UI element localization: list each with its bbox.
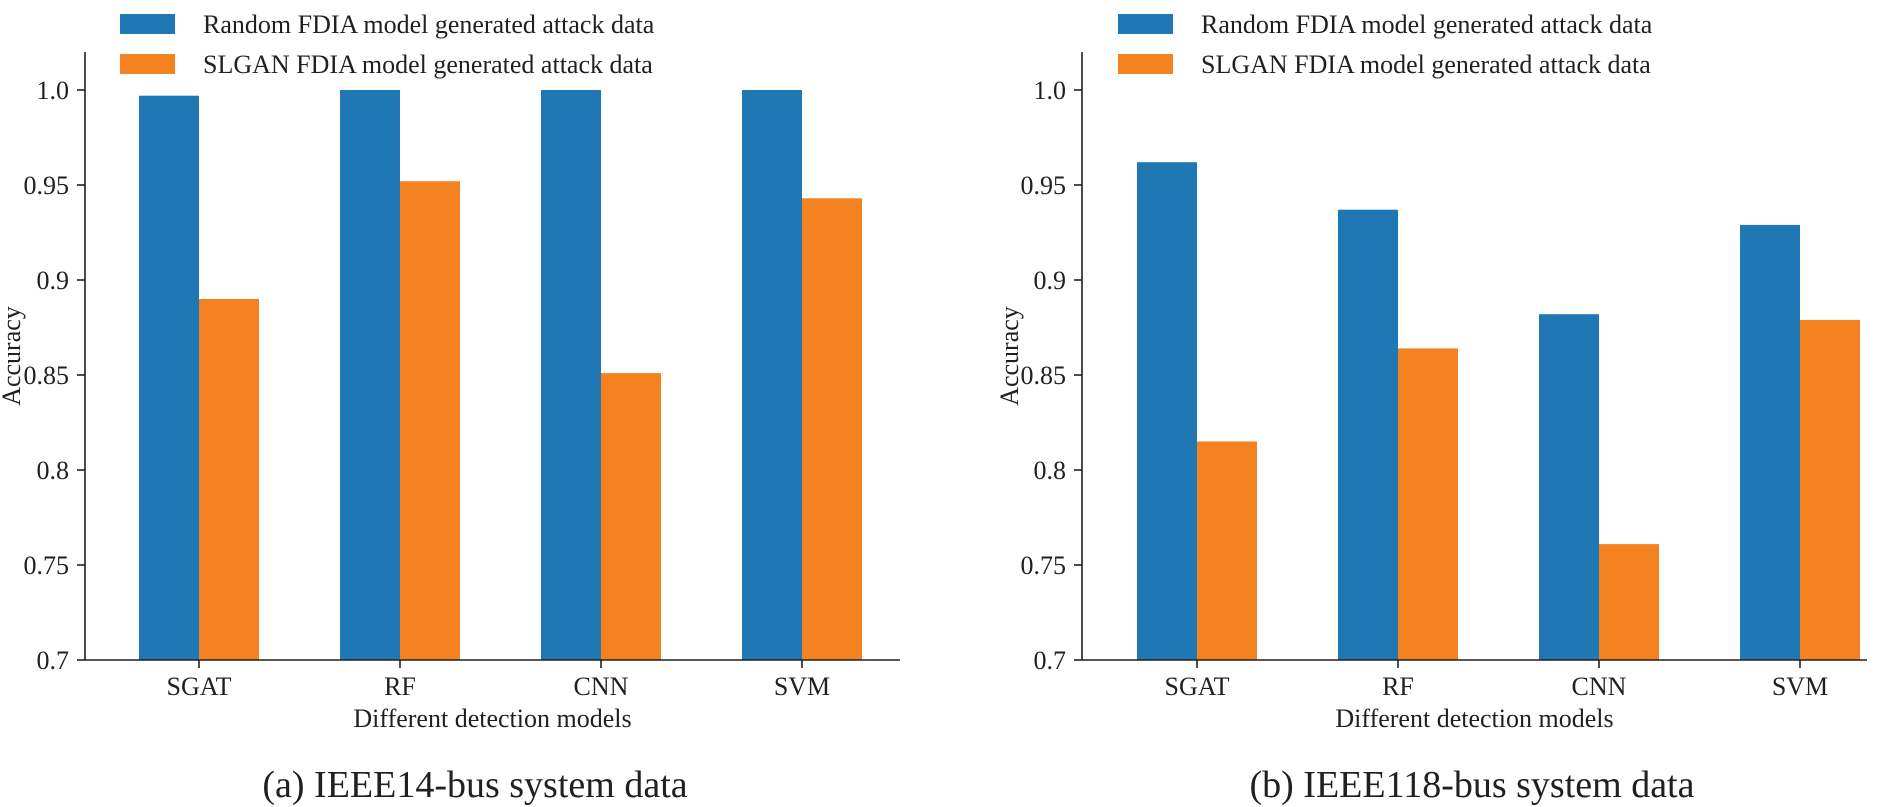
y-tick-label: 0.9: [1034, 266, 1067, 295]
bar-random-rf: [340, 90, 400, 660]
bar-random-cnn: [541, 90, 601, 660]
bar-random-cnn: [1539, 314, 1599, 660]
legend-swatch-random: [120, 14, 175, 34]
y-tick-label: 1.0: [37, 76, 70, 105]
x-tick-label: SGAT: [166, 672, 231, 701]
y-tick-label: 0.95: [24, 171, 70, 200]
y-tick-label: 0.75: [24, 551, 70, 580]
y-tick-label: 0.7: [37, 646, 70, 675]
bar-slgan-cnn: [1599, 544, 1659, 660]
bar-slgan-sgat: [1197, 441, 1257, 660]
y-tick-label: 0.8: [37, 456, 70, 485]
chart-panel-1: 0.7 0.75 0.8 0.85 0.9 0.95 1.0 SGAT RF CNN SVM Diff…: [0, 10, 900, 806]
bar-slgan-cnn: [601, 373, 661, 660]
y-tick-label: 0.9: [37, 266, 70, 295]
x-tick-label: SGAT: [1164, 672, 1229, 701]
bar-slgan-sgat: [199, 299, 259, 660]
legend-label-random: Random FDIA model generated attack data: [203, 10, 655, 39]
bar-slgan-rf: [400, 181, 460, 660]
y-tick-label: 0.75: [1021, 551, 1067, 580]
bar-slgan-rf: [1398, 348, 1458, 660]
y-tick-label: 0.8: [1034, 456, 1067, 485]
y-axis-label: Accuracy: [0, 306, 26, 406]
x-tick-label: SVM: [1772, 672, 1828, 701]
x-tick-label: RF: [384, 672, 416, 701]
bar-random-sgat: [1137, 162, 1197, 660]
legend-label-random: Random FDIA model generated attack data: [1201, 10, 1653, 39]
x-tick-label: CNN: [574, 672, 629, 701]
x-tick-label: RF: [1382, 672, 1414, 701]
y-tick-label: 1.0: [1034, 76, 1067, 105]
bar-random-svm: [1740, 224, 1800, 660]
y-tick-label: 0.85: [24, 361, 70, 390]
y-axis-label: Accuracy: [995, 306, 1024, 406]
panel-caption: (b) IEEE118-bus system data: [1250, 764, 1695, 806]
x-tick-label: SVM: [774, 672, 830, 701]
x-axis-label: Different detection models: [1335, 704, 1613, 733]
legend-swatch-slgan: [1118, 54, 1173, 74]
legend-swatch-slgan: [120, 54, 175, 74]
x-axis-label: Different detection models: [353, 704, 631, 733]
legend-label-slgan: SLGAN FDIA model generated attack data: [1201, 50, 1651, 79]
bar-slgan-svm: [1800, 319, 1860, 660]
bar-random-svm: [742, 90, 802, 660]
y-tick-label: 0.7: [1034, 646, 1067, 675]
legend: Random FDIA model generated attack data S…: [1118, 10, 1653, 79]
bar-random-rf: [1338, 209, 1398, 660]
y-tick-label: 0.95: [1021, 171, 1067, 200]
chart-panel-2: 0.7 0.75 0.8 0.85 0.9 0.95 1.0 SGAT RF CNN SVM Diff…: [995, 10, 1867, 806]
bar-random-sgat: [139, 95, 199, 660]
legend-swatch-random: [1118, 14, 1173, 34]
panel-caption: (a) IEEE14-bus system data: [262, 764, 687, 806]
bar-slgan-svm: [802, 198, 862, 661]
x-tick-label: CNN: [1572, 672, 1627, 701]
legend: Random FDIA model generated attack data S…: [120, 10, 655, 79]
legend-label-slgan: SLGAN FDIA model generated attack data: [203, 50, 653, 79]
y-tick-label: 0.85: [1021, 361, 1067, 390]
